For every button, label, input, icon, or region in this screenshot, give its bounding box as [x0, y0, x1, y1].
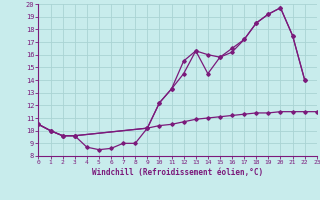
X-axis label: Windchill (Refroidissement éolien,°C): Windchill (Refroidissement éolien,°C): [92, 168, 263, 177]
